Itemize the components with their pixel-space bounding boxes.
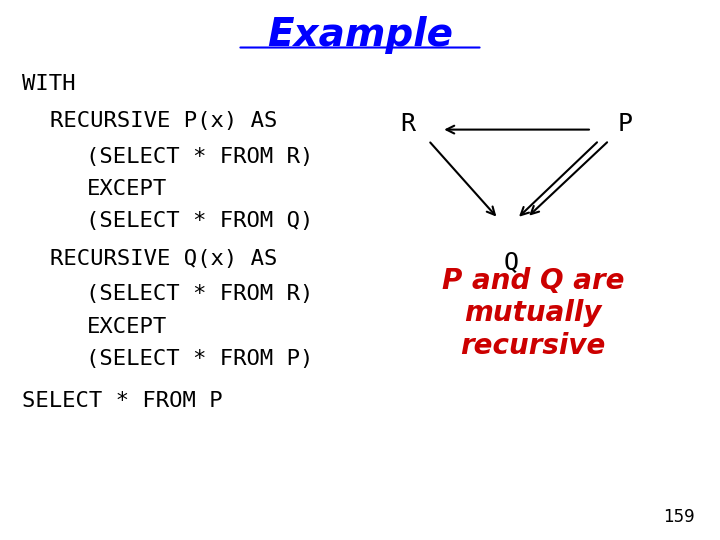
- Text: (SELECT * FROM R): (SELECT * FROM R): [86, 284, 314, 305]
- Text: EXCEPT: EXCEPT: [86, 316, 166, 337]
- Text: P and Q are
mutually
recursive: P and Q are mutually recursive: [441, 267, 624, 360]
- Text: EXCEPT: EXCEPT: [86, 179, 166, 199]
- Text: (SELECT * FROM R): (SELECT * FROM R): [86, 146, 314, 167]
- Text: WITH: WITH: [22, 73, 75, 94]
- Text: RECURSIVE Q(x) AS: RECURSIVE Q(x) AS: [50, 249, 278, 269]
- Text: R: R: [400, 112, 415, 136]
- Text: 159: 159: [663, 509, 695, 526]
- Text: Example: Example: [267, 16, 453, 54]
- Text: Q: Q: [504, 250, 518, 274]
- Text: P: P: [618, 112, 633, 136]
- Text: (SELECT * FROM P): (SELECT * FROM P): [86, 349, 314, 369]
- Text: (SELECT * FROM Q): (SELECT * FROM Q): [86, 211, 314, 232]
- Text: SELECT * FROM P: SELECT * FROM P: [22, 390, 222, 411]
- Text: RECURSIVE P(x) AS: RECURSIVE P(x) AS: [50, 111, 278, 132]
